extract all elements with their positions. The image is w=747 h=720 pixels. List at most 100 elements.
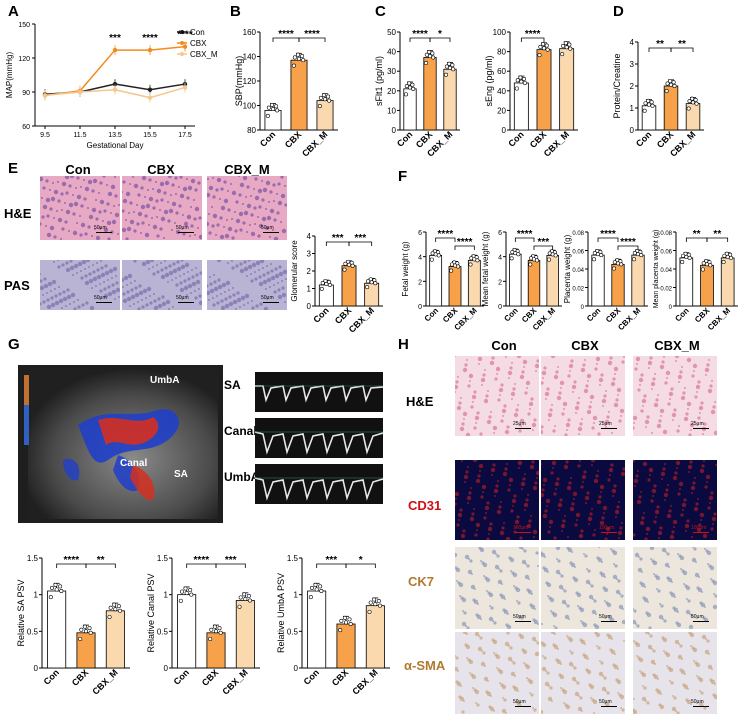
significance-label: **** <box>517 229 533 240</box>
h-tile-0-2: 25μm <box>633 356 717 436</box>
data-point <box>42 93 48 98</box>
scale-label: 50μm <box>599 699 612 705</box>
data-point <box>301 58 306 63</box>
x-category-label: CBX_M <box>350 667 379 696</box>
scale-bar <box>96 302 112 303</box>
data-point <box>319 588 324 593</box>
y-tick-label: 0.06 <box>660 250 672 256</box>
data-point <box>184 591 189 596</box>
significance-bracket <box>597 237 619 242</box>
data-point <box>728 255 733 260</box>
data-point <box>436 253 441 258</box>
data-point <box>722 253 727 258</box>
x-category-label: CBX <box>330 667 351 688</box>
y-tick-label: 60 <box>22 124 30 131</box>
x-category-label: CBX_M <box>347 305 376 334</box>
data-point <box>237 604 242 609</box>
data-point <box>108 605 113 610</box>
y-tick-label: 1 <box>307 285 312 294</box>
h-tile-2-0: 50μm <box>455 547 539 629</box>
data-point <box>320 281 325 286</box>
data-point <box>318 95 323 100</box>
scale-label: 25μm <box>599 421 612 427</box>
x-category-label: CBX_M <box>220 667 249 696</box>
scale-bar <box>515 428 531 429</box>
y-tick-label: 2 <box>418 279 422 286</box>
data-point <box>238 595 243 600</box>
data-point <box>518 75 523 80</box>
data-point <box>347 617 352 622</box>
data-point <box>343 620 348 625</box>
data-point <box>295 52 300 57</box>
significance-label: *** <box>332 233 344 244</box>
data-point <box>619 262 624 267</box>
tissue-texture <box>541 547 625 629</box>
y-axis-label: Protein/Creatine <box>612 53 622 118</box>
x-category-label: CBX <box>200 667 221 688</box>
significance-bracket <box>454 245 475 250</box>
data-point <box>376 599 381 604</box>
x-category-label: Con <box>585 306 602 323</box>
significance-label: **** <box>304 29 320 40</box>
h-row-ck7: CK7 <box>408 574 435 589</box>
data-point <box>339 618 344 623</box>
scale-label: 50μm <box>513 614 526 620</box>
pas-kidney-1: 50μm <box>122 260 202 310</box>
y-tick-label: 0 <box>630 126 635 135</box>
panel-letter-g: G <box>8 336 20 353</box>
data-point <box>561 43 566 48</box>
x-tick-label: 11.5 <box>73 132 86 139</box>
bar-con <box>679 257 694 307</box>
data-point <box>113 607 118 612</box>
data-point <box>147 47 153 53</box>
data-point <box>519 79 524 84</box>
x-category-label: Con <box>673 306 690 323</box>
tissue-texture <box>633 632 717 714</box>
x-category-label: Con <box>258 129 277 148</box>
x-category-label: Con <box>302 667 321 686</box>
data-point <box>53 582 58 587</box>
data-point <box>515 78 520 83</box>
data-point <box>275 108 280 113</box>
data-point <box>82 624 87 629</box>
waveform <box>255 477 383 501</box>
significance-label: **** <box>177 30 193 41</box>
doppler-trace-umba <box>255 464 383 504</box>
bar-cbx_m <box>546 255 559 307</box>
x-category-label: CBX_M <box>90 667 119 696</box>
h-row-asma: α-SMA <box>404 658 446 673</box>
data-point <box>684 254 689 259</box>
chart-g2: 0 0.5 1 1.5 Relative Canal PSV Con CBX CBX_M ***… <box>146 554 260 697</box>
data-point <box>475 258 480 263</box>
data-point <box>292 55 297 60</box>
data-point <box>218 630 223 635</box>
data-point <box>564 45 569 50</box>
h-tile-3-1: 50μm <box>541 632 625 714</box>
bar-con <box>509 253 522 307</box>
e-col-cbx: CBX <box>147 162 175 177</box>
h-tile-0-1: 25μm <box>541 356 625 436</box>
bar-cbx_m <box>559 48 575 131</box>
data-point <box>350 263 355 268</box>
bar-cbx_m <box>720 257 735 307</box>
y-tick-label: 4 <box>498 255 502 262</box>
y-tick-label: 150 <box>18 22 30 29</box>
data-point <box>553 253 558 258</box>
x-category-label: CBX_M <box>300 129 329 158</box>
h-tile-1-0: 100μm <box>455 460 539 540</box>
significance-label: **** <box>457 237 473 248</box>
data-point <box>79 627 84 632</box>
data-point <box>447 65 452 70</box>
tissue-texture <box>40 176 120 240</box>
scale-label: 50μm <box>691 614 704 620</box>
x-axis-label: Gestational Day <box>87 141 144 150</box>
data-point <box>424 60 429 65</box>
h-col-cbx: CBX <box>571 338 599 353</box>
significance-label: *** <box>537 237 549 248</box>
data-point <box>456 264 461 269</box>
e-row-he: H&E <box>4 206 32 221</box>
